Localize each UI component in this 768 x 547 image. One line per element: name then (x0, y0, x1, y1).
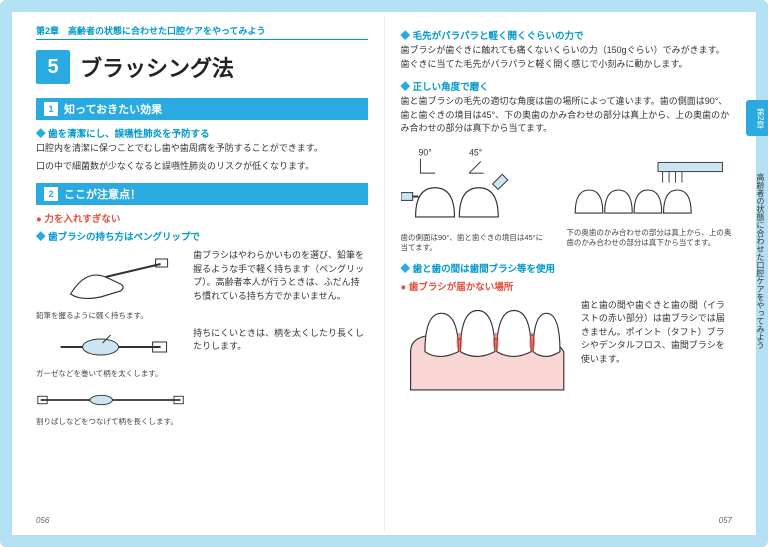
subsection-1-bar: 1 知っておきたい効果 (36, 98, 368, 120)
bullet-force: 毛先がパラパラと軽く開くぐらいの力で (401, 28, 733, 42)
illus-row-3: 割りばしなどをつなげて柄を長くします。 (36, 385, 368, 427)
gauze-wrap-icon (36, 327, 185, 367)
page-frame: 第2章 高齢者の状態に合わせた口腔ケアをやってみよう 5 ブラッシング法 1 知… (0, 0, 768, 547)
molar-brush-icon (566, 144, 732, 227)
svg-text:90°: 90° (418, 147, 431, 157)
caption-2: ガーゼなどを巻いて柄を太くします。 (36, 369, 185, 379)
subsection-2-num: 2 (44, 187, 58, 201)
section-number: 5 (36, 50, 70, 84)
tab-chapter: 第2章 (756, 108, 765, 128)
warning-force: 力を入れすぎない (36, 211, 368, 225)
subsection-1-label: 知っておきたい効果 (64, 101, 162, 117)
gum-teeth-icon (401, 299, 573, 395)
right-page: 毛先がパラパラと軽く開くぐらいの力で 歯ブラシが歯ぐきに触れても痛くないくらいの… (385, 16, 749, 531)
warning-reach: 歯ブラシが届かない場所 (401, 279, 733, 293)
subsection-1-num: 1 (44, 102, 58, 116)
caption-3: 割りばしなどをつなげて柄を長くします。 (36, 417, 185, 427)
illus-row-2: ガーゼなどを巻いて柄を太くします。 持ちにくいときは、柄を太くしたり長くしたりし… (36, 327, 368, 379)
subsection-2-label: ここが注意点！ (64, 186, 141, 202)
bullet-angle: 正しい角度で磨く (401, 79, 733, 93)
interdental-body: 歯と歯の間や歯ぐきと歯の間（イラストの赤い部分）は歯ブラシでは届きません。ポイン… (581, 299, 732, 367)
side-label: 高齢者の状態に合わせた口腔ケアをやってみよう (746, 165, 768, 357)
illus-row-1: 鉛筆を握るように軽く持ちます。 歯ブラシはやわらかいものを選び、鉛筆を握るような… (36, 249, 368, 321)
bullet-effect: 歯を清潔にし、誤嚥性肺炎を予防する (36, 126, 368, 140)
pengrip-icon (36, 249, 185, 309)
gum-illus-row: 歯と歯の間や歯ぐきと歯の間（イラストの赤い部分）は歯ブラシでは届きません。ポイン… (401, 299, 733, 395)
bullet-grip: 歯ブラシの持ち方はペングリップで (36, 229, 368, 243)
bullet-interdental: 歯と歯の間は歯間ブラシ等を使用 (401, 261, 733, 275)
left-page: 第2章 高齢者の状態に合わせた口腔ケアをやってみよう 5 ブラッシング法 1 知… (20, 16, 385, 531)
spread: 第2章 高齢者の状態に合わせた口腔ケアをやってみよう 5 ブラッシング法 1 知… (12, 12, 756, 535)
body-force: 歯ブラシが歯ぐきに触れても痛くないくらいの力（150gぐらい）でみがきます。歯ぐ… (401, 44, 733, 71)
page-num-right: 057 (719, 516, 732, 525)
side-tab: 第2章 (746, 100, 768, 136)
angle-cap-1: 歯の側面は90°、歯と歯ぐきの境目は45°に当てます。 (401, 233, 547, 253)
title-row: 5 ブラッシング法 (36, 50, 368, 84)
angle-90-45-icon: 90° 45° (401, 144, 547, 232)
page-num-left: 056 (36, 516, 49, 525)
chapter-header: 第2章 高齢者の状態に合わせた口腔ケアをやってみよう (36, 24, 368, 40)
section-title: ブラッシング法 (80, 51, 234, 83)
angle-diagrams: 90° 45° 歯の側面は90°、歯と歯ぐきの境目は45°に当てます。 (401, 144, 733, 253)
angle-cap-2: 下の奥歯のかみ合わせの部分は真上から、上の奥歯のかみ合わせの部分は真下から当てま… (566, 228, 732, 248)
subsection-2-bar: 2 ここが注意点！ (36, 183, 368, 205)
caption-1: 鉛筆を握るように軽く持ちます。 (36, 311, 185, 321)
body-angle: 歯と歯ブラシの毛先の適切な角度は歯の場所によって違います。歯の側面は90°、歯と… (401, 95, 733, 136)
body-1b: 口の中で細菌数が少なくなると誤嚥性肺炎のリスクが低くなります。 (36, 160, 368, 174)
chopstick-extend-icon (36, 385, 185, 415)
svg-text:45°: 45° (469, 147, 482, 157)
body-1a: 口腔内を清潔に保つことでむし歯や歯周病を予防することができます。 (36, 142, 368, 156)
handle-body: 持ちにくいときは、柄を太くしたり長くしたりします。 (193, 327, 367, 354)
grip-body: 歯ブラシはやわらかいものを選び、鉛筆を握るような手で軽く持ちます（ペングリップ）… (193, 249, 367, 303)
